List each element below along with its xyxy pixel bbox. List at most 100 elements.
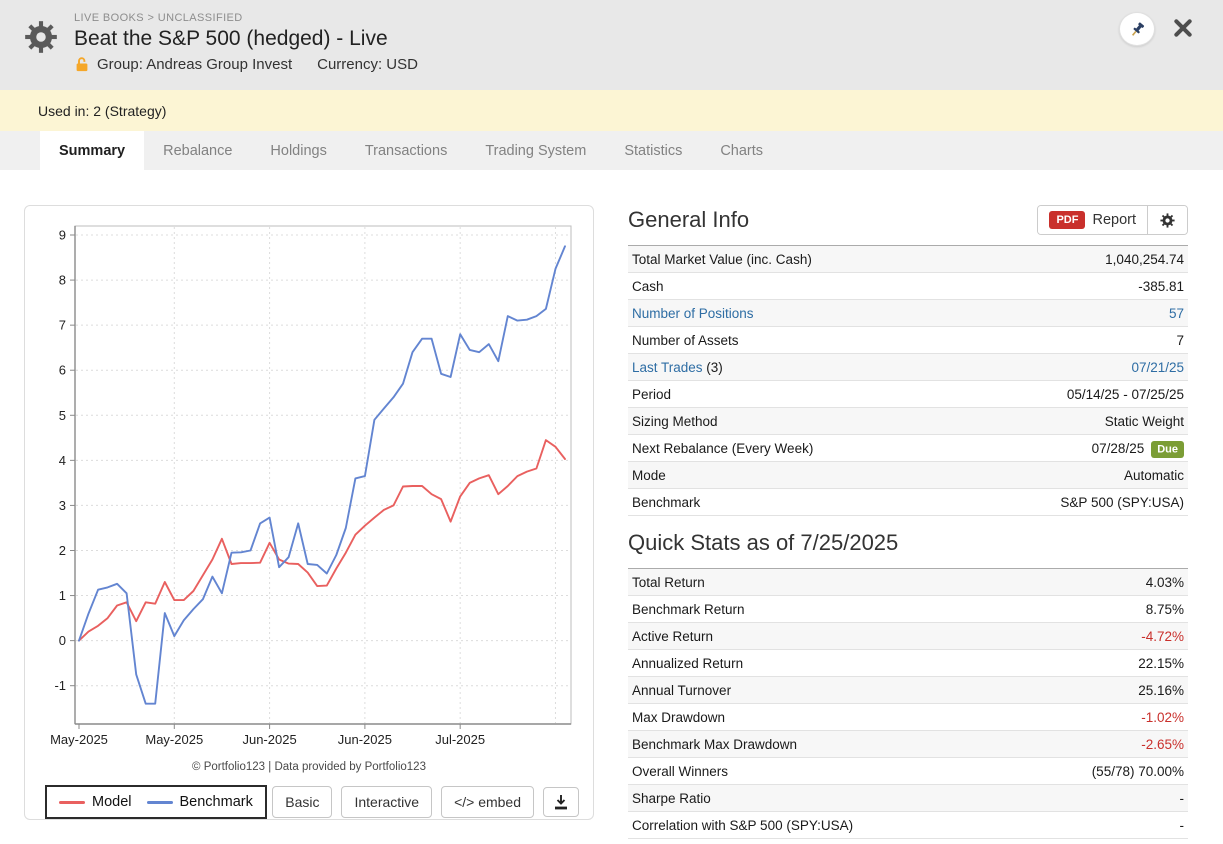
row-label: Mode — [632, 467, 666, 483]
row-value: 07/28/25 — [1091, 440, 1145, 456]
unlocked-padlock-icon — [74, 56, 90, 73]
svg-text:8: 8 — [59, 273, 66, 288]
close-button[interactable] — [1171, 16, 1195, 43]
table-row: Number of Positions 57 — [628, 299, 1188, 327]
book-header: LIVE BOOKS > UNCLASSIFIED Beat the S&P 5… — [0, 0, 1223, 90]
tab-holdings[interactable]: Holdings — [251, 131, 345, 170]
row-value: S&P 500 (SPY:USA) — [1060, 494, 1184, 510]
row-value: - — [1179, 817, 1185, 833]
row-label: Benchmark — [632, 494, 701, 510]
row-value: Automatic — [1123, 467, 1184, 483]
due-badge: Due — [1151, 441, 1184, 458]
report-settings-button[interactable] — [1147, 206, 1187, 234]
row-value: 7 — [1176, 332, 1184, 348]
row-label: Cash — [632, 278, 664, 294]
gear-icon — [1159, 212, 1176, 229]
basic-button[interactable]: Basic — [272, 786, 333, 818]
table-row: Max Drawdown -1.02% — [628, 703, 1188, 731]
table-row: Sharpe Ratio - — [628, 784, 1188, 812]
row-value[interactable]: 57 — [1168, 305, 1184, 321]
table-row: Sizing Method Static Weight — [628, 407, 1188, 435]
general-info-heading: General Info — [628, 207, 750, 232]
row-label: Active Return — [632, 628, 714, 644]
tab-charts[interactable]: Charts — [701, 131, 782, 170]
row-value: -2.65% — [1141, 736, 1184, 752]
legend-item-model: Model — [59, 794, 132, 810]
row-label-suffix: (3) — [702, 359, 723, 375]
row-label: Total Return — [632, 574, 705, 590]
group-label: Group: Andreas Group Invest — [97, 56, 293, 73]
row-label: Number of Assets — [632, 332, 739, 348]
breadcrumb: LIVE BOOKS > UNCLASSIFIED — [74, 12, 243, 24]
table-row: Overall Winners (55/78) 70.00% — [628, 757, 1188, 785]
svg-text:7: 7 — [59, 318, 66, 333]
row-label: Sizing Method — [632, 413, 718, 429]
table-row: Number of Assets 7 — [628, 326, 1188, 354]
performance-chart[interactable]: -1 0 1 2 3 4 5 6 7 8 9 May-2025 May-2025 Jun-2025 Jun-… — [33, 216, 585, 759]
svg-text:4: 4 — [59, 453, 66, 468]
download-icon — [553, 795, 569, 813]
row-label: Annual Turnover — [632, 682, 732, 698]
used-in-bar: Used in: 2 (Strategy) — [0, 90, 1223, 131]
x-icon — [1173, 18, 1193, 41]
row-value: 4.03% — [1145, 574, 1184, 590]
svg-text:0: 0 — [59, 633, 66, 648]
row-value: 05/14/25 - 07/25/25 — [1066, 386, 1184, 402]
pdf-report-button[interactable]: PDF Report — [1038, 206, 1147, 234]
table-row: Mode Automatic — [628, 461, 1188, 489]
legend-label: Model — [92, 794, 132, 810]
benchmark-line-swatch — [146, 800, 173, 804]
settings-gear-icon[interactable] — [22, 18, 60, 61]
model-line — [78, 439, 566, 642]
tab-statistics[interactable]: Statistics — [605, 131, 701, 170]
row-label: Annualized Return — [632, 655, 744, 671]
report-button-group: PDF Report — [1037, 205, 1188, 235]
tab-trading-system[interactable]: Trading System — [466, 131, 605, 170]
performance-chart-svg: -1 0 1 2 3 4 5 6 7 8 9 May-2025 May-2025 Jun-2025 Jun-… — [50, 225, 572, 747]
table-row: Total Return 4.03% — [628, 568, 1188, 596]
svg-text:5: 5 — [59, 408, 66, 423]
table-row: Annual Turnover 25.16% — [628, 676, 1188, 704]
row-label-link[interactable]: Number of Positions — [632, 305, 754, 321]
row-value: 1,040,254.74 — [1105, 251, 1184, 267]
chart-legend: Model Benchmark — [45, 785, 267, 819]
table-row: Annualized Return 22.15% — [628, 649, 1188, 677]
header-text-block: LIVE BOOKS > UNCLASSIFIED Beat the S&P 5… — [74, 10, 418, 73]
table-row: Total Market Value (inc. Cash) 1,040,254.… — [628, 245, 1188, 273]
row-value: -4.72% — [1141, 628, 1184, 644]
svg-text:Jun-2025: Jun-2025 — [338, 732, 392, 747]
legend-item-benchmark: Benchmark — [146, 794, 253, 810]
used-in-label: Used in: 2 (Strategy) — [38, 102, 167, 119]
row-label-link[interactable]: Last Trades — [632, 359, 703, 375]
tab-rebalance[interactable]: Rebalance — [144, 131, 251, 170]
row-value: -1.02% — [1141, 709, 1184, 725]
pin-button[interactable] — [1119, 12, 1155, 46]
pdf-badge: PDF — [1049, 211, 1086, 229]
currency-label: Currency: USD — [317, 56, 418, 73]
embed-button[interactable]: </> embed — [441, 786, 534, 818]
row-label: Total Market Value (inc. Cash) — [632, 251, 812, 267]
interactive-button[interactable]: Interactive — [341, 786, 433, 818]
row-value: 25.16% — [1138, 682, 1184, 698]
row-label: Overall Winners — [632, 763, 729, 779]
general-info-table: Total Market Value (inc. Cash) 1,040,254.… — [628, 245, 1188, 516]
quick-stats-table: Total Return 4.03% Benchmark Return 8.75% Ac… — [628, 568, 1188, 839]
table-row: Benchmark S&P 500 (SPY:USA) — [628, 488, 1188, 516]
row-label: Next Rebalance (Every Week) — [632, 440, 814, 456]
info-panel: General Info PDF Report — [628, 205, 1188, 839]
svg-text:1: 1 — [59, 588, 66, 603]
svg-text:Jun-2025: Jun-2025 — [242, 732, 296, 747]
svg-text:May-2025: May-2025 — [145, 732, 203, 747]
tab-transactions[interactable]: Transactions — [346, 131, 466, 170]
table-row: Correlation with S&P 500 (SPY:USA) - — [628, 811, 1188, 839]
svg-text:3: 3 — [59, 498, 66, 513]
download-button[interactable] — [543, 787, 579, 817]
row-value[interactable]: 07/21/25 — [1131, 359, 1184, 375]
svg-text:9: 9 — [59, 228, 66, 243]
row-label: Benchmark Max Drawdown — [632, 736, 798, 752]
row-label: Max Drawdown — [632, 709, 726, 725]
tab-summary[interactable]: Summary — [40, 131, 145, 170]
row-value: Static Weight — [1104, 413, 1184, 429]
benchmark-line — [78, 245, 566, 705]
table-row: Active Return -4.72% — [628, 622, 1188, 650]
